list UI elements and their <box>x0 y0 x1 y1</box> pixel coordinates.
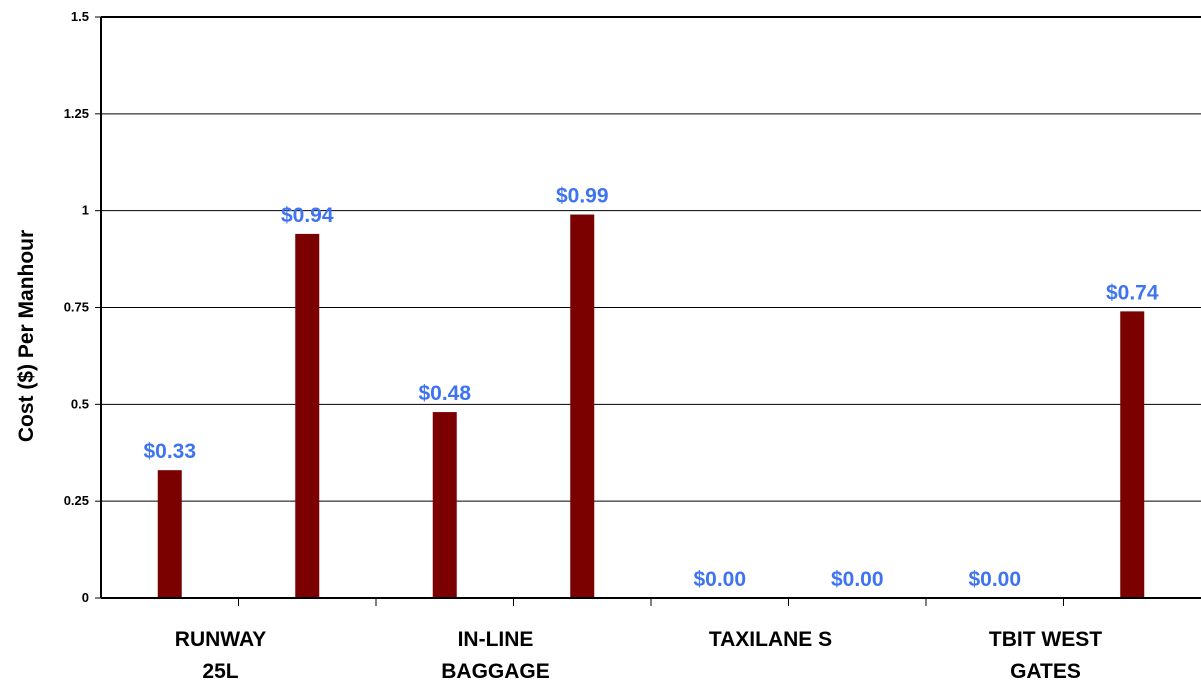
y-tick-label: 1.5 <box>71 9 89 24</box>
y-axis-title: Cost ($) Per Manhour <box>15 230 38 442</box>
bar <box>157 470 182 598</box>
bar <box>1120 311 1145 598</box>
y-tick-label: 0.75 <box>64 300 89 315</box>
bars <box>157 214 1145 599</box>
y-tick-label: 0 <box>82 590 89 605</box>
bar <box>295 233 320 598</box>
y-tick-labels: 0 0.25 0.5 0.75 1 1.25 1.5 <box>64 9 89 605</box>
data-label: $0.48 <box>418 382 471 405</box>
data-label: $0.99 <box>556 185 609 208</box>
y-tick-label: 0.25 <box>64 493 89 508</box>
data-label: $0.00 <box>968 568 1021 591</box>
category-labels: RUNWAY 25L IN-LINE BAGGAGE TAXILANE S TBIT WE… <box>175 628 1102 683</box>
data-label: $0.00 <box>831 568 884 591</box>
data-label: $0.33 <box>143 440 196 463</box>
data-label: $0.00 <box>693 568 746 591</box>
axes <box>95 16 1201 606</box>
category-label: RUNWAY 25L <box>175 628 266 683</box>
y-tick-label: 1 <box>82 203 89 218</box>
data-labels: $0.33 $0.94 $0.48 $0.99 $0.00 $0.00 $0.00 $0.74 <box>143 185 1158 591</box>
y-tick-label: 0.5 <box>71 396 89 411</box>
data-label: $0.94 <box>281 204 334 227</box>
bar <box>432 412 457 598</box>
category-label: TAXILANE S <box>709 628 832 651</box>
data-label: $0.74 <box>1106 281 1159 304</box>
bar <box>570 214 595 599</box>
gridlines <box>101 16 1201 502</box>
y-tick-label: 1.25 <box>64 106 89 121</box>
category-label: IN-LINE BAGGAGE <box>441 628 550 683</box>
category-label: TBIT WEST GATES <box>989 628 1102 683</box>
